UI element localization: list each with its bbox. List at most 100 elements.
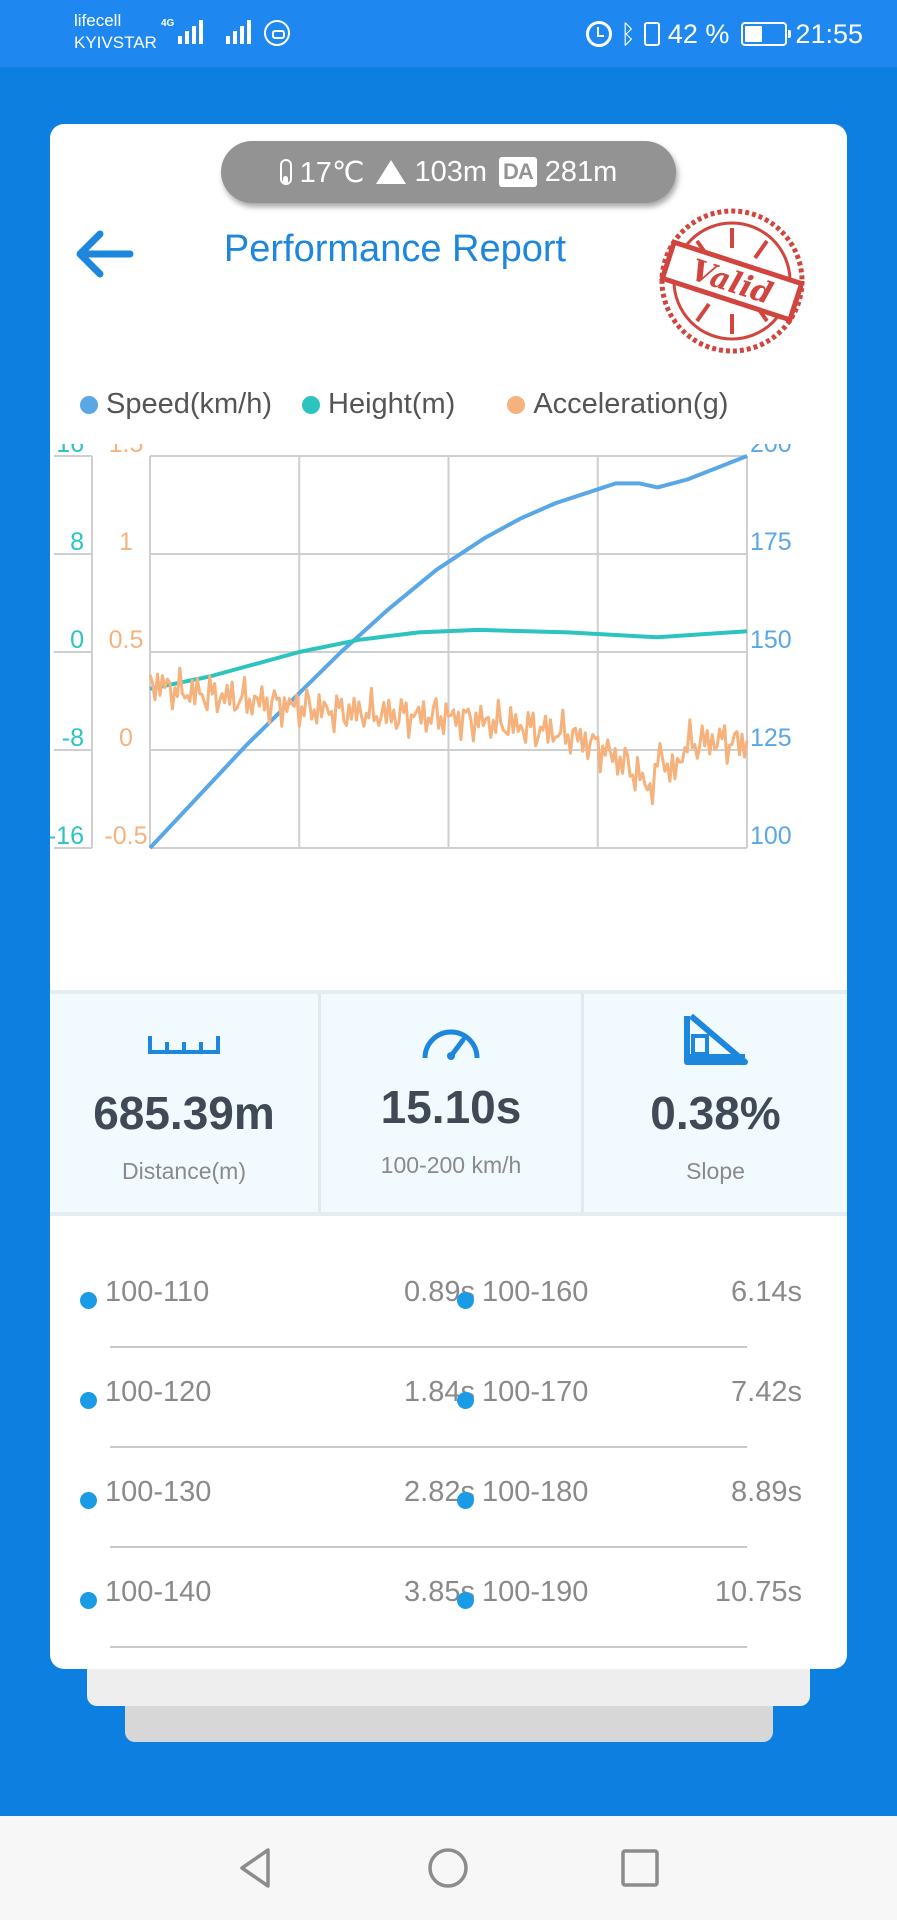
height-tick-label: -16 (50, 822, 84, 850)
legend-label: Speed(km/h) (106, 388, 273, 420)
speed-tick-label: 175 (750, 528, 792, 556)
recents-nav-icon[interactable] (618, 1846, 662, 1890)
height-tick-label: 16 (56, 444, 84, 458)
split-dot (80, 1292, 97, 1309)
carrier-info: lifecell KYIVSTAR (74, 10, 157, 54)
stat-label: Slope (686, 1158, 745, 1184)
speed-tick-label: 100 (750, 822, 792, 850)
list-item: 100-140 3.85s 100-190 10.75s (50, 1548, 847, 1648)
altitude-value: 103m (414, 155, 488, 188)
hotspot-icon (264, 20, 290, 46)
split-label: 100-190 (482, 1576, 589, 1608)
altitude-item: 103m (376, 156, 487, 189)
split-dot (457, 1592, 474, 1609)
list-item: 100-130 2.82s 100-180 8.89s (50, 1448, 847, 1548)
stat-value: 15.10s (380, 1081, 522, 1133)
vibrate-icon (643, 22, 660, 46)
stat-value: 685.39m (93, 1087, 275, 1139)
stat-slope: 0.38% Slope (581, 994, 847, 1212)
back-nav-icon[interactable] (234, 1846, 278, 1890)
legend-label: Height(m) (328, 388, 456, 420)
battery-percent: 42 % (667, 18, 730, 49)
list-item: 100-120 1.84s 100-170 7.42s (50, 1348, 847, 1448)
valid-stamp-icon: Valid (659, 208, 805, 354)
speedometer-icon (422, 1029, 480, 1060)
status-right: ᛒ 42 % 21:55 (586, 16, 863, 52)
speed-tick-label: 125 (750, 724, 792, 752)
legend-label: Acceleration(g) (533, 388, 729, 420)
legend-dot (507, 395, 526, 414)
alarm-icon (586, 21, 613, 47)
status-bar: lifecell KYIVSTAR 4G ᛒ 42 % 21:55 (0, 0, 897, 67)
mountain-icon (376, 160, 407, 184)
carrier-bottom: KYIVSTAR (74, 33, 157, 52)
split-label: 100-120 (105, 1376, 212, 1408)
carrier-top: lifecell (74, 11, 122, 30)
da-icon: DA (499, 157, 537, 187)
split-dot (457, 1292, 474, 1309)
system-nav-bar (0, 1816, 897, 1920)
speed-tick-label: 150 (750, 626, 792, 654)
split-dot (457, 1492, 474, 1509)
split-time: 10.75s (714, 1576, 802, 1608)
bluetooth-icon: ᛒ (620, 18, 636, 49)
height-tick-label: -8 (62, 724, 84, 752)
height-tick-label: 8 (70, 528, 84, 556)
stat-distance: 685.39m Distance(m) (50, 994, 318, 1212)
density-altitude-item: DA 281m (499, 156, 617, 189)
accel-tick-label: 0 (119, 724, 133, 752)
speed-tick-label: 200 (750, 444, 792, 458)
split-label: 100-180 (482, 1476, 589, 1508)
height-tick-label: 0 (70, 626, 84, 654)
series-line-2 (148, 666, 749, 806)
battery-icon (741, 22, 792, 46)
split-time: 7.42s (731, 1376, 802, 1408)
density-altitude-value: 281m (544, 155, 618, 188)
signal-icon-2 (226, 16, 251, 44)
report-card: 17℃ 103m DA 281m Performance Report Vali… (50, 124, 847, 1669)
chart-legend: Speed(km/h) Height(m) Acceleration(g) (80, 388, 728, 421)
network-type: 4G (161, 18, 175, 29)
accel-tick-label: 0.5 (109, 626, 144, 654)
legend-item-acceleration: Acceleration(g) (507, 388, 728, 421)
legend-item-height: Height(m) (302, 388, 455, 421)
split-label: 100-140 (105, 1576, 212, 1608)
stat-label: Distance(m) (122, 1158, 246, 1184)
home-nav-icon[interactable] (426, 1846, 470, 1890)
split-dot (80, 1392, 97, 1409)
legend-dot (302, 395, 321, 414)
split-label: 100-110 (105, 1276, 210, 1308)
slope-icon (683, 1013, 748, 1065)
split-label: 100-170 (482, 1376, 589, 1408)
back-arrow-icon[interactable] (68, 224, 138, 284)
performance-chart[interactable]: 16 8 0 -8 -16 1.5 1 0.5 0 -0.5 200 175 150 125 100 (50, 444, 847, 1004)
split-dot (457, 1392, 474, 1409)
environment-pill: 17℃ 103m DA 281m (221, 141, 676, 203)
accel-tick-label: -0.5 (104, 822, 147, 850)
split-dot (80, 1492, 97, 1509)
page-title: Performance Report (223, 228, 567, 270)
clock: 21:55 (795, 18, 863, 49)
split-time: 6.14s (731, 1276, 802, 1308)
series-line-0 (148, 454, 748, 850)
split-label: 100-160 (482, 1276, 589, 1308)
series-line-1 (149, 627, 748, 691)
ruler-icon (148, 1036, 220, 1054)
stat-label: 100-200 km/h (380, 1152, 522, 1178)
legend-item-speed: Speed(km/h) (80, 388, 272, 421)
speed-splits-list: 100-110 0.89s 100-160 6.14s 100-120 1.84… (50, 1248, 847, 1648)
split-dot (80, 1592, 97, 1609)
stats-panel: 685.39m Distance(m) 15.10s 100-200 km/h … (50, 990, 847, 1216)
stat-value: 0.38% (650, 1087, 781, 1139)
split-time: 8.89s (731, 1476, 802, 1508)
signal-icon (178, 16, 203, 44)
thermometer-icon (279, 159, 292, 185)
temperature-item: 17℃ (279, 155, 365, 190)
stat-time: 15.10s 100-200 km/h (318, 994, 581, 1212)
list-item: 100-110 0.89s 100-160 6.14s (50, 1248, 847, 1348)
legend-dot (80, 395, 98, 414)
temperature-value: 17℃ (299, 156, 365, 189)
split-label: 100-130 (105, 1476, 212, 1508)
accel-tick-label: 1.5 (109, 444, 144, 458)
accel-tick-label: 1 (119, 528, 133, 556)
